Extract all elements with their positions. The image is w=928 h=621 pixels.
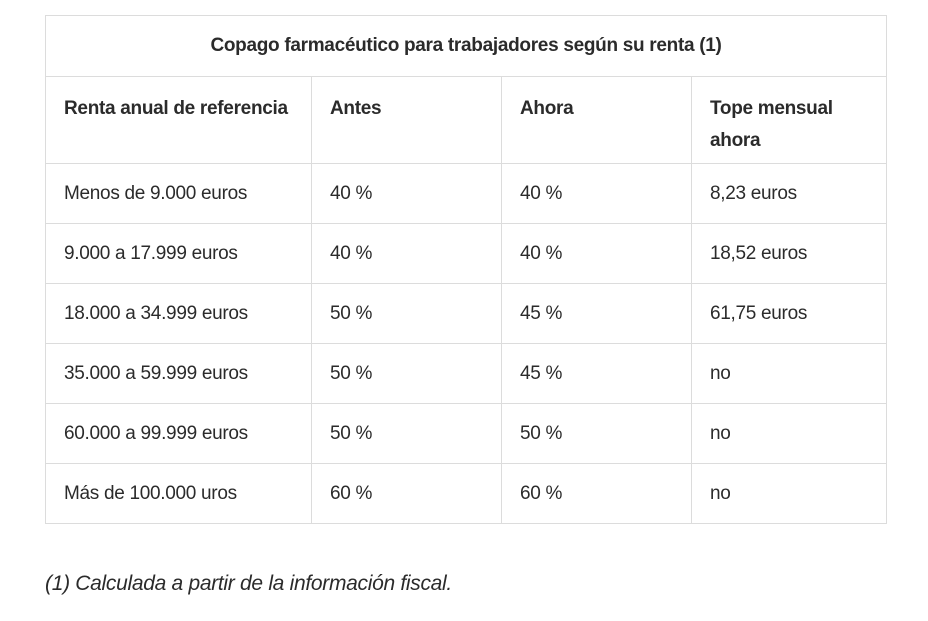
table-row: 60.000 a 99.999 euros 50 % 50 % no xyxy=(45,403,887,464)
table-cell: 18,52 euros xyxy=(691,223,887,284)
footnote: (1) Calculada a partir de la información… xyxy=(45,572,452,595)
copago-table: Copago farmacéutico para trabajadores se… xyxy=(45,15,887,524)
table-cell: no xyxy=(691,463,887,524)
table-row: 9.000 a 17.999 euros 40 % 40 % 18,52 eur… xyxy=(45,223,887,284)
table-cell: 45 % xyxy=(501,343,692,404)
column-header: Antes xyxy=(311,76,502,164)
table-cell: 50 % xyxy=(311,343,502,404)
table-cell: 18.000 a 34.999 euros xyxy=(45,283,312,344)
table-cell: 50 % xyxy=(311,403,502,464)
table-cell: 8,23 euros xyxy=(691,163,887,224)
table-cell: 50 % xyxy=(311,283,502,344)
table-cell: 61,75 euros xyxy=(691,283,887,344)
table-header-row: Renta anual de referencia Antes Ahora To… xyxy=(45,76,887,164)
table-row: Menos de 9.000 euros 40 % 40 % 8,23 euro… xyxy=(45,163,887,224)
table-cell: 9.000 a 17.999 euros xyxy=(45,223,312,284)
table-cell: no xyxy=(691,403,887,464)
table-row: 35.000 a 59.999 euros 50 % 45 % no xyxy=(45,343,887,404)
table-cell: 40 % xyxy=(501,223,692,284)
table-row: Más de 100.000 uros 60 % 60 % no xyxy=(45,463,887,524)
column-header: Renta anual de referencia xyxy=(45,76,312,164)
table-cell: 40 % xyxy=(311,163,502,224)
table-title: Copago farmacéutico para trabajadores se… xyxy=(45,15,887,77)
table-cell: 60.000 a 99.999 euros xyxy=(45,403,312,464)
table-cell: 60 % xyxy=(501,463,692,524)
table-cell: no xyxy=(691,343,887,404)
table-cell: Más de 100.000 uros xyxy=(45,463,312,524)
table-cell: 40 % xyxy=(311,223,502,284)
table-row: 18.000 a 34.999 euros 50 % 45 % 61,75 eu… xyxy=(45,283,887,344)
table-cell: Menos de 9.000 euros xyxy=(45,163,312,224)
table-cell: 45 % xyxy=(501,283,692,344)
table-title-row: Copago farmacéutico para trabajadores se… xyxy=(45,15,887,77)
column-header: Ahora xyxy=(501,76,692,164)
table-cell: 60 % xyxy=(311,463,502,524)
table-cell: 35.000 a 59.999 euros xyxy=(45,343,312,404)
table-cell: 50 % xyxy=(501,403,692,464)
table-cell: 40 % xyxy=(501,163,692,224)
column-header: Tope mensual ahora xyxy=(691,76,887,164)
